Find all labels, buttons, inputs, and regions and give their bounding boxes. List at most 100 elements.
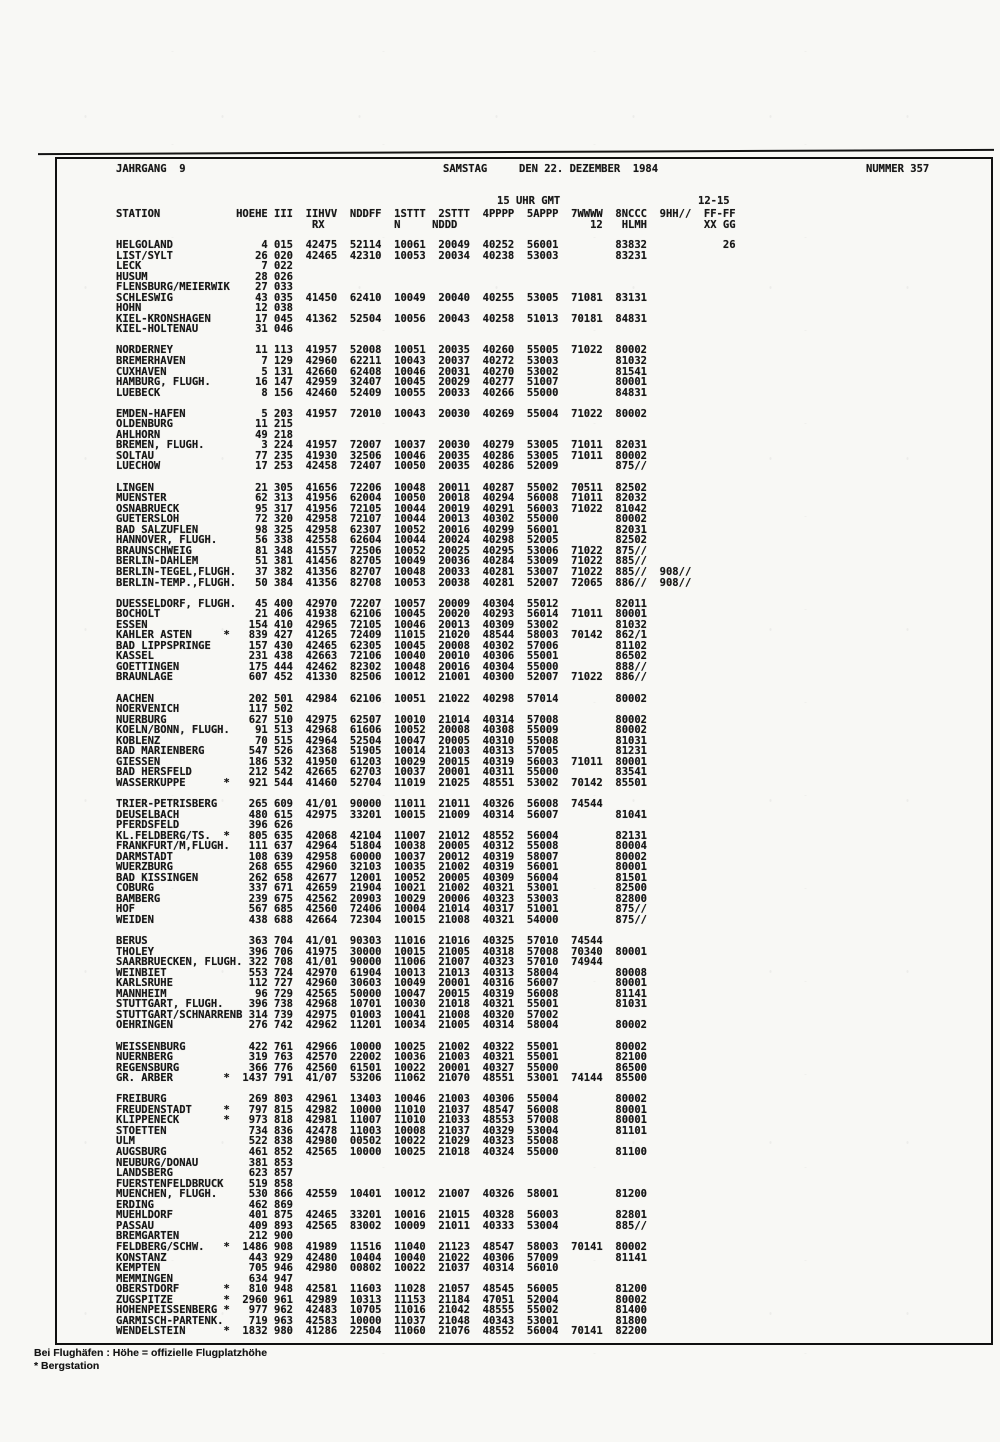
column-header-row1: STATION HOEHE III IIHVV NDDFF 1STTT 2STT… [116, 208, 736, 220]
table-row: MUENSTER 62 313 41956 62004 10050 20018 … [116, 492, 648, 505]
table-row: LANDSBERG 623 857 [116, 1167, 294, 1180]
table-row: WUERZBURG 268 655 42960 32103 10035 2100… [116, 861, 648, 874]
table-row: HOF 567 685 42560 72406 10004 21014 4031… [116, 903, 648, 916]
footnote: Bei Flughäfen : Höhe = offizielle Flugpl… [34, 1347, 267, 1372]
table-row: KLIPPENECK * 973 818 42981 11007 11010 2… [116, 1114, 648, 1127]
table-row: BERLIN-DAHLEM 51 381 41456 82705 10049 2… [116, 555, 648, 568]
table-row: GOETTINGEN 175 444 42462 82302 10048 200… [116, 660, 648, 673]
table-row: BERLIN-TEGEL,FLUGH. 37 382 41356 82707 1… [116, 565, 692, 578]
table-row: NORDERNEY 11 113 41957 52008 10051 20035… [116, 344, 648, 357]
table-row: OSNABRUECK 95 317 41956 72105 10044 2001… [116, 502, 648, 515]
table-row: FRANKFURT/M,FLUGH. 111 637 42964 51804 1… [116, 840, 648, 853]
table-frame-border [55, 157, 993, 1345]
table-row: GR. ARBER * 1437 791 41/07 53206 11062 2… [116, 1072, 648, 1085]
table-row: KOBLENZ 70 515 42964 52504 10047 20005 4… [116, 734, 648, 747]
table-row: DUESSELDORF, FLUGH. 45 400 42970 72207 1… [116, 597, 648, 610]
table-row: ERDING 462 869 [116, 1198, 294, 1211]
table-row: BREMEN, FLUGH. 3 224 41957 72007 10037 2… [116, 439, 648, 452]
table-row: FREIBURG 269 803 42961 13403 10046 21003… [116, 1093, 648, 1106]
observation-time-label: 15 UHR GMT [497, 195, 561, 207]
footnote-airports: Bei Flughäfen : Höhe = offizielle Flugpl… [34, 1347, 268, 1359]
station-table: HELGOLAND 4 015 42475 52114 10061 20049 … [116, 240, 736, 1337]
column-header-row2: RX N NDDD 12 HLMH XX GG [116, 219, 736, 232]
table-row: AACHEN 202 501 42984 62106 10051 21022 4… [116, 692, 648, 705]
table-row: AUGSBURG 461 852 42565 10000 10025 21018… [116, 1146, 648, 1159]
table-row: ZUGSPITZE * 2960 961 42989 10313 11153 2… [116, 1293, 648, 1306]
table-row: HELGOLAND 4 015 42475 52114 10061 20049 … [116, 239, 736, 251]
table-row: EMDEN-HAFEN 5 203 41957 72010 10043 2003… [116, 407, 648, 420]
table-row: KIEL-HOLTENAU 31 046 [116, 323, 294, 336]
table-row: BAD MARIENBERG 547 526 42368 51905 10014… [116, 745, 648, 758]
table-row: KL.FELDBERG/TS. * 805 635 42068 42104 11… [116, 829, 648, 842]
table-row: WEISSENBURG 422 761 42966 10000 10025 21… [116, 1040, 648, 1053]
table-row: LECK 7 022 [116, 260, 294, 273]
table-row: WEIDEN 438 688 42664 72304 10015 21008 4… [116, 914, 648, 926]
table-row: KAHLER ASTEN * 839 427 41265 72409 11015… [116, 629, 648, 642]
table-row: HOHN 12 038 [116, 302, 294, 315]
table-row: KASSEL 231 438 42663 72106 10040 20010 4… [116, 650, 648, 663]
table-row: BAD SALZUFLEN 98 325 42958 62307 10052 2… [116, 523, 648, 536]
table-row: BERLIN-TEMP.,FLUGH. 50 384 41356 82708 1… [116, 576, 692, 589]
table-row: FUERSTENFELDBRUCK 519 858 [116, 1177, 294, 1190]
table-row: PASSAU 409 893 42565 83002 10009 21011 4… [116, 1219, 648, 1232]
table-row: ULM 522 838 42980 00502 10022 21029 4032… [116, 1135, 559, 1148]
volume-label: JAHRGANG 9 [116, 163, 186, 175]
table-row: OLDENBURG 11 215 [116, 418, 294, 431]
table-row: BREMGARTEN 212 900 [116, 1230, 294, 1243]
table-row: CUXHAVEN 5 131 42660 62408 10046 20031 4… [116, 365, 648, 378]
table-row: MEMMINGEN 634 947 [116, 1272, 294, 1285]
table-row: BAMBERG 239 675 42562 20903 10029 20006 … [116, 892, 648, 905]
block-separator [116, 588, 736, 599]
table-row: COBURG 337 671 42659 21904 10021 21002 4… [116, 882, 648, 895]
table-row: BRAUNSCHWEIG 81 348 41557 72506 10052 20… [116, 544, 648, 557]
table-row: SCHLESWIG 43 035 41450 62410 10049 20040… [116, 291, 648, 304]
table-row: THOLEY 396 706 41975 30000 10015 21005 4… [116, 945, 648, 958]
table-row: HANNOVER, FLUGH. 56 338 42558 62604 1004… [116, 534, 648, 547]
table-row: KOELN/BONN, FLUGH. 91 513 42968 61606 10… [116, 724, 648, 737]
table-row: LUECHOW 17 253 42458 72407 10050 20035 4… [116, 460, 648, 473]
table-row: AHLHORN 49 218 [116, 428, 294, 441]
table-row: FELDBERG/SCHW. * 1486 908 41989 11516 11… [116, 1240, 648, 1253]
table-row: OBERSTDORF * 810 948 42581 11603 11028 2… [116, 1283, 648, 1296]
table-row: STUTTGART/SCHNARRENB 314 739 42975 01003… [116, 1008, 559, 1021]
table-row: KEMPTEN 705 946 42980 00802 10022 21037 … [116, 1262, 559, 1275]
table-row: BAD KISSINGEN 262 658 42677 12001 10052 … [116, 871, 648, 884]
block-separator [116, 472, 736, 483]
table-row: LUEBECK 8 156 42460 52409 10055 20033 40… [116, 386, 648, 399]
table-row: NUERNBERG 319 763 42570 22002 10036 2100… [116, 1051, 648, 1064]
table-row: WASSERKUPPE * 921 544 41460 52704 11019 … [116, 776, 648, 789]
table-row: NUERBURG 627 510 42975 62507 10010 21014… [116, 713, 648, 726]
footnote-bergstation: * Bergstation [34, 1359, 100, 1372]
table-row: BREMERHAVEN 7 129 42960 62211 10043 2003… [116, 355, 648, 368]
date-label: DEN 22. DEZEMBER 1984 [519, 163, 659, 175]
column-header: STATION HOEHE III IIHVV NDDFF 1STTT 2STT… [116, 208, 736, 232]
table-row: TRIER-PETRISBERG 265 609 41/01 90000 110… [116, 797, 603, 810]
table-row: BAD HERSFELD 212 542 42665 62703 10037 2… [116, 766, 648, 779]
table-row: SAARBRUECKEN, FLUGH. 322 708 41/01 90000… [116, 956, 603, 969]
table-row: GUETERSLOH 72 320 42958 72107 10044 2001… [116, 513, 648, 526]
table-row: MUENCHEN, FLUGH. 530 866 42559 10401 100… [116, 1188, 648, 1201]
table-row: SOLTAU 77 235 41930 32506 10046 20035 40… [116, 449, 648, 462]
table-row: KIEL-KRONSHAGEN 17 045 41362 52504 10056… [116, 312, 648, 325]
table-row: DEUSELBACH 480 615 42975 33201 10015 210… [116, 808, 648, 821]
table-row: FREUDENSTADT * 797 815 42982 10000 11010… [116, 1103, 648, 1116]
table-row: WEINBIET 553 724 42970 61904 10013 21013… [116, 966, 648, 979]
table-row: MANNHEIM 96 729 42565 50000 10047 20015 … [116, 987, 648, 1000]
table-row: BRAUNLAGE 607 452 41330 82506 10012 2100… [116, 671, 648, 684]
table-row: LIST/SYLT 26 020 42465 42310 10053 20034… [116, 249, 648, 262]
table-row: KARLSRUHE 112 727 42960 30603 10049 2000… [116, 977, 648, 990]
weekday-label: SAMSTAG [443, 163, 488, 175]
table-row: MUEHLDORF 401 875 42465 33201 10016 2101… [116, 1209, 648, 1222]
table-row: STOETTEN 734 836 42478 11003 10008 21037… [116, 1124, 648, 1137]
table-row: REGENSBURG 366 776 42560 61501 10022 200… [116, 1061, 648, 1074]
time-range-label: 12-15 [698, 195, 730, 207]
block-separator [116, 683, 736, 694]
table-row: BERUS 363 704 41/01 90303 11016 21016 40… [116, 935, 603, 948]
table-row: GARMISCH-PARTENK. 719 963 42583 10000 11… [116, 1314, 648, 1327]
table-row: BAD LIPPSPRINGE 157 430 42465 62305 1004… [116, 639, 648, 652]
table-row: LINGEN 21 305 41656 72206 10048 20011 40… [116, 481, 648, 494]
table-row: ESSEN 154 410 42965 72105 10046 20013 40… [116, 618, 648, 631]
table-row: WENDELSTEIN * 1832 980 41286 22504 11060… [116, 1325, 648, 1338]
issue-number-label: NUMMER 357 [866, 163, 930, 175]
